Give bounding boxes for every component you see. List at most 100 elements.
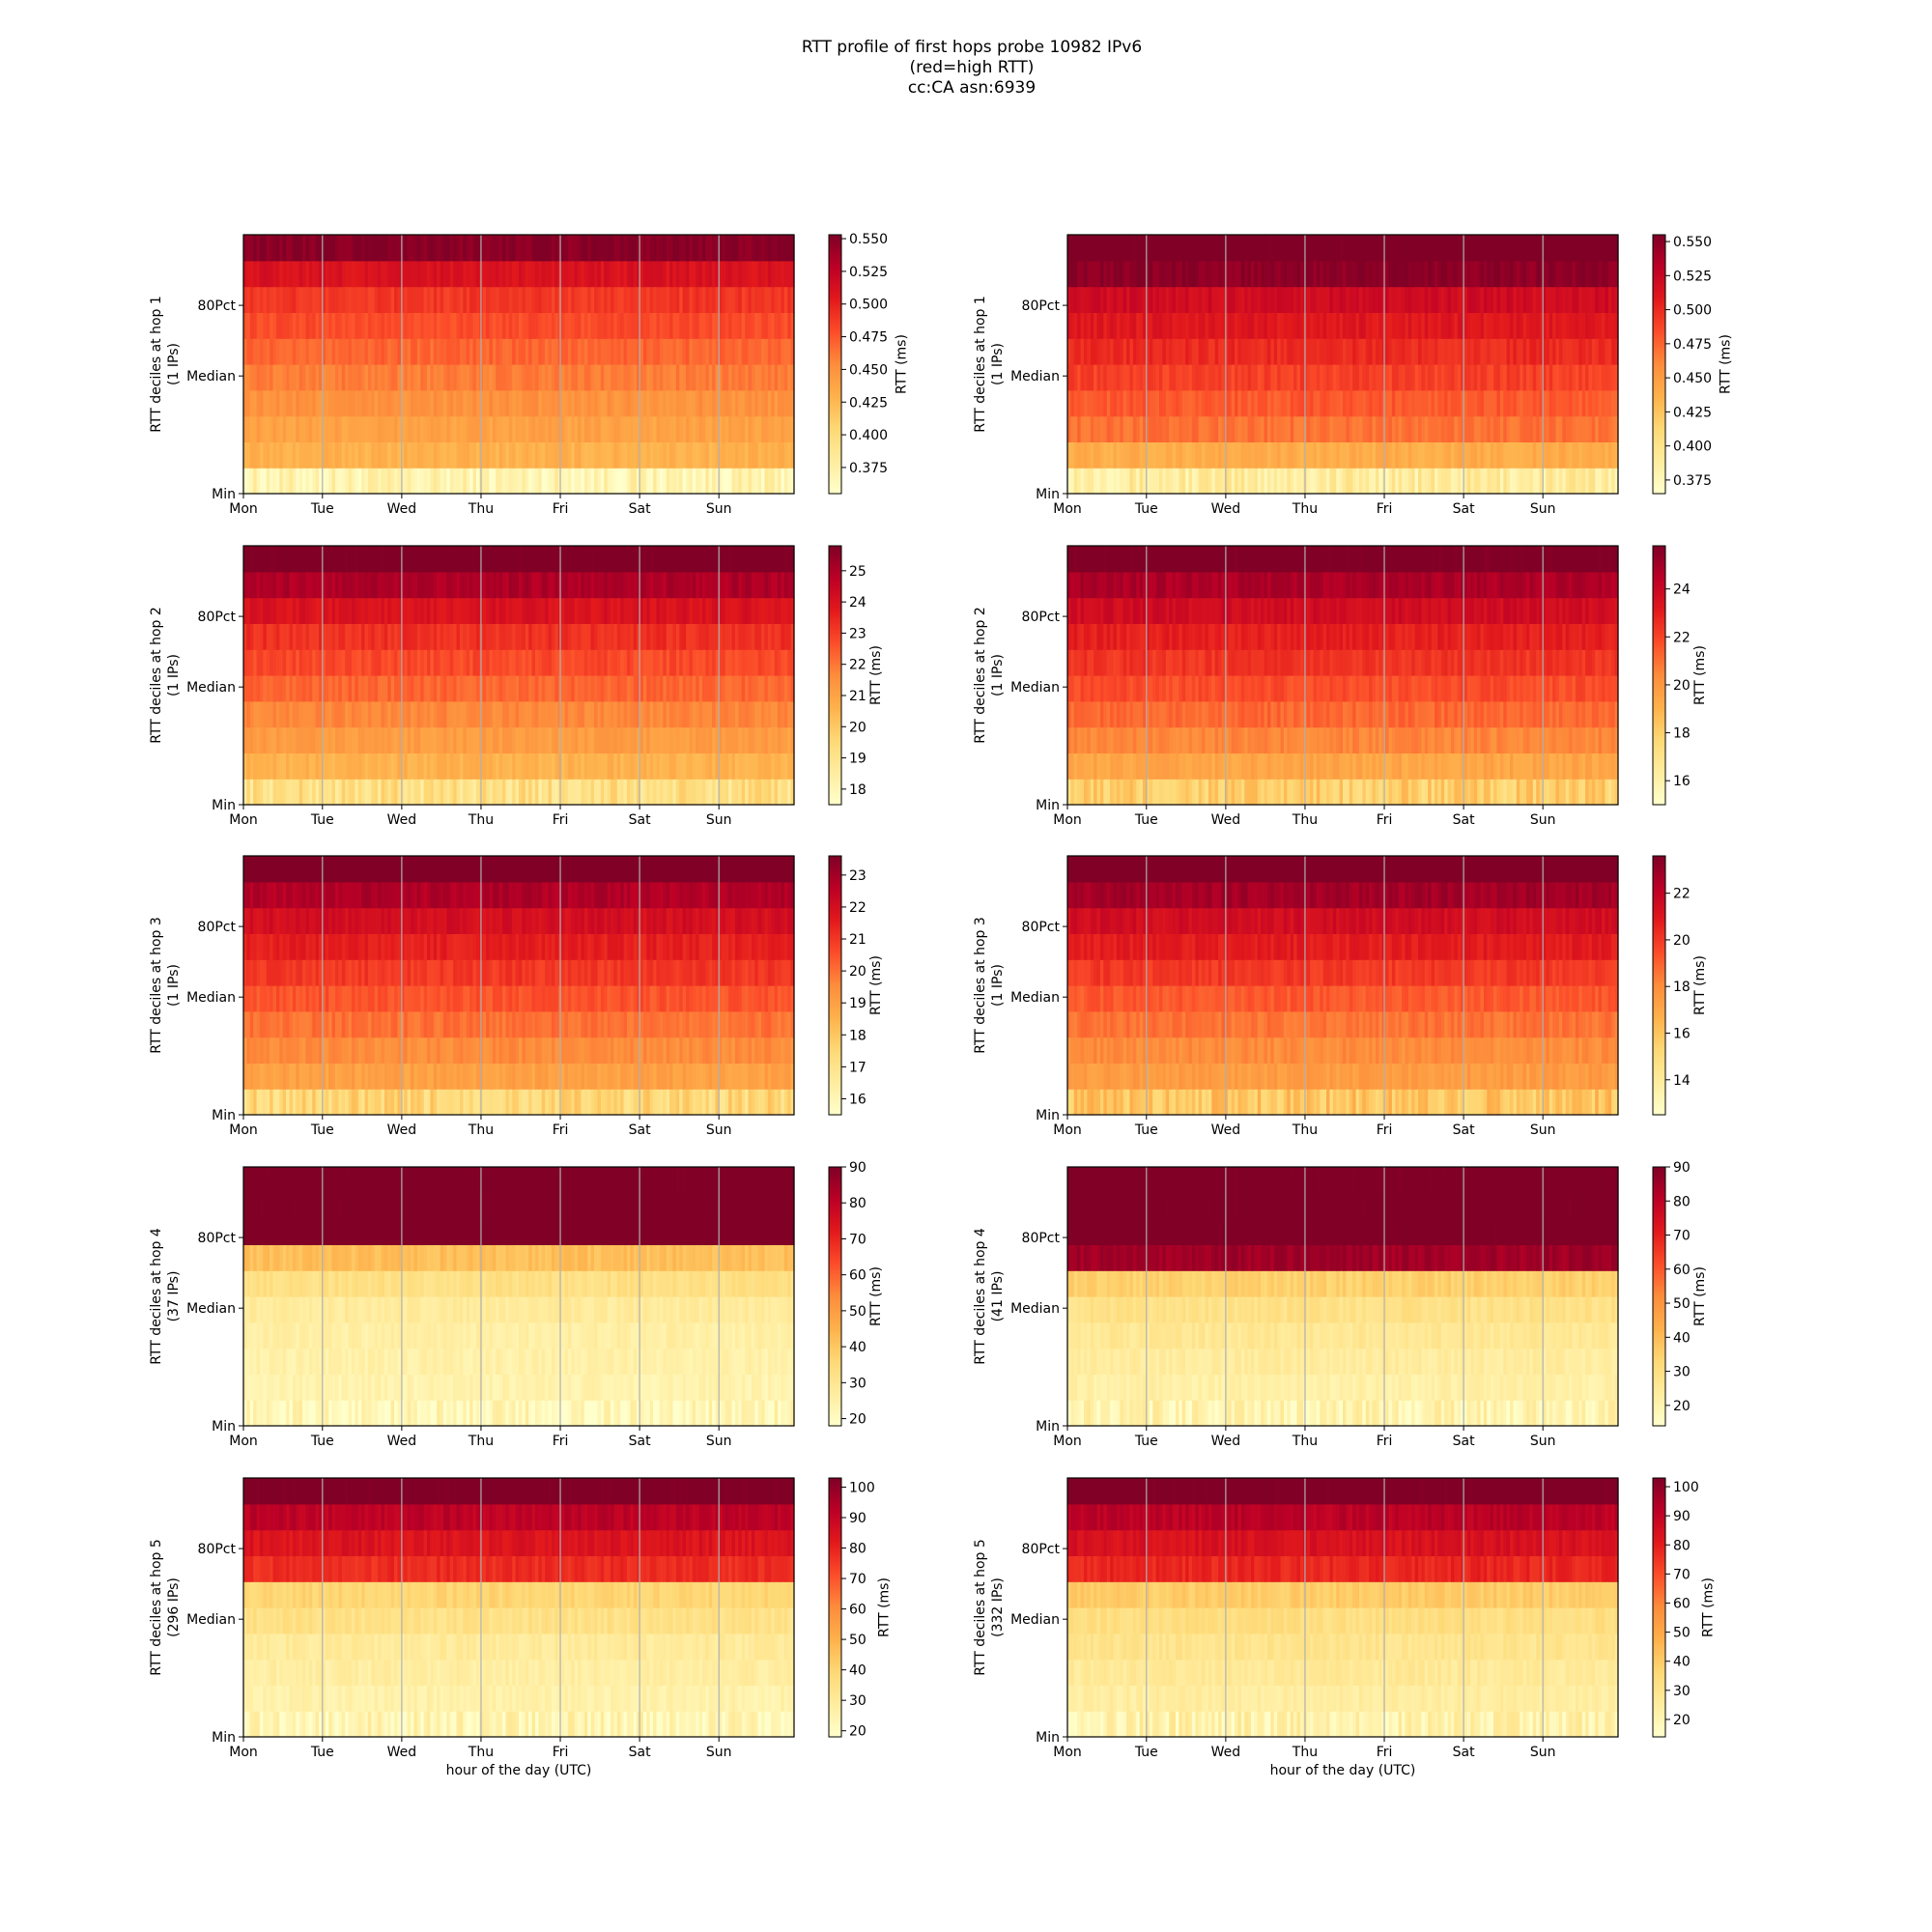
heatmap-cell — [371, 726, 376, 753]
heatmap-cell — [724, 338, 729, 365]
heatmap-cell — [600, 779, 605, 806]
heatmap-cell — [1149, 364, 1153, 391]
heatmap-cell — [469, 338, 474, 365]
heatmap-cell — [1235, 312, 1239, 339]
heatmap-cell — [708, 441, 713, 469]
heatmap-cell — [1188, 235, 1193, 262]
heatmap-cell — [312, 260, 317, 288]
heatmap-cell — [689, 235, 694, 262]
heatmap-cell — [1513, 286, 1518, 313]
heatmap-cell — [351, 364, 355, 391]
heatmap-cell — [1126, 364, 1131, 391]
heatmap-cell — [639, 726, 644, 753]
heatmap-cell — [1555, 364, 1560, 391]
heatmap-cell — [528, 389, 533, 417]
heatmap-cell — [1395, 468, 1400, 495]
heatmap-cell — [357, 338, 362, 365]
heatmap-cell — [361, 260, 366, 288]
heatmap-cell — [630, 441, 635, 469]
heatmap-cell — [639, 779, 644, 806]
heatmap-cell — [384, 597, 388, 624]
heatmap-cell — [718, 235, 723, 262]
heatmap-cell — [486, 389, 491, 417]
heatmap-cell — [440, 753, 444, 780]
heatmap-cell — [407, 286, 412, 313]
heatmap-cell — [286, 338, 291, 365]
heatmap-cell — [600, 312, 605, 339]
heatmap-cell — [1110, 286, 1115, 313]
heatmap-cell — [1346, 415, 1350, 442]
heatmap-cell — [712, 700, 717, 728]
heatmap-cell — [741, 726, 746, 753]
heatmap-cell — [1558, 389, 1563, 417]
heatmap-cell — [423, 675, 428, 702]
heatmap-cell — [522, 623, 526, 650]
heatmap-cell — [404, 468, 409, 495]
heatmap-cell — [705, 338, 710, 365]
heatmap-cell — [1454, 338, 1459, 365]
heatmap-cell — [1473, 441, 1478, 469]
heatmap-cell — [1132, 441, 1137, 469]
heatmap-cell — [469, 779, 474, 806]
heatmap-cell — [554, 649, 559, 676]
heatmap-cell — [469, 235, 474, 262]
heatmap-cell — [1264, 260, 1268, 288]
heatmap-cell — [633, 441, 638, 469]
heatmap-cell — [496, 700, 500, 728]
heatmap-cell — [404, 235, 409, 262]
heatmap-cell — [672, 649, 677, 676]
heatmap-cell — [761, 700, 766, 728]
heatmap-cell — [1224, 389, 1229, 417]
heatmap-cell — [623, 649, 628, 676]
heatmap-cell — [724, 286, 729, 313]
heatmap-cell — [1336, 468, 1341, 495]
heatmap-cell — [315, 468, 320, 495]
heatmap-cell — [1322, 364, 1327, 391]
heatmap-cell — [751, 753, 755, 780]
heatmap-cell — [649, 675, 654, 702]
heatmap-cell — [1591, 235, 1596, 262]
heatmap-cell — [696, 312, 700, 339]
heatmap-cell — [551, 700, 555, 728]
heatmap-cell — [538, 286, 543, 313]
heatmap-cell — [400, 338, 405, 365]
heatmap-cell — [574, 338, 579, 365]
heatmap-cell — [708, 623, 713, 650]
heatmap-cell — [1578, 286, 1583, 313]
heatmap-cell — [1457, 441, 1462, 469]
x-tick-label: Thu — [468, 501, 494, 517]
heatmap-cell — [741, 286, 746, 313]
heatmap-cell — [590, 286, 595, 313]
heatmap-cell — [469, 753, 474, 780]
heatmap-cell — [571, 649, 576, 676]
heatmap-cell — [416, 312, 421, 339]
heatmap-cell — [463, 649, 468, 676]
heatmap-cell — [512, 364, 517, 391]
colorbar-segment — [1653, 355, 1665, 358]
colorbar-segment — [829, 241, 841, 244]
heatmap-cell — [1595, 338, 1600, 365]
heatmap-cell — [731, 623, 736, 650]
heatmap-cell — [1296, 364, 1301, 391]
heatmap-cell — [538, 649, 543, 676]
heatmap-cell — [1572, 286, 1577, 313]
heatmap-cell — [374, 597, 379, 624]
heatmap-cell — [1224, 312, 1229, 339]
heatmap-cell — [669, 286, 674, 313]
heatmap-cell — [561, 338, 566, 365]
heatmap-cell — [1120, 260, 1124, 288]
heatmap-cell — [787, 312, 792, 339]
heatmap-cell — [1548, 338, 1553, 365]
heatmap-cell — [1424, 415, 1429, 442]
heatmap-cell — [620, 675, 625, 702]
heatmap-cell — [1365, 260, 1370, 288]
y-axis-sublabel: (1 IPs) — [990, 343, 1006, 385]
heatmap-cell — [541, 649, 546, 676]
heatmap-cell — [1595, 415, 1600, 442]
heatmap-cell — [731, 779, 736, 806]
colorbar-segment — [1653, 270, 1665, 274]
colorbar-segment — [829, 437, 841, 440]
heatmap-cell — [512, 675, 517, 702]
heatmap-cell — [581, 415, 585, 442]
heatmap-cell — [1529, 441, 1534, 469]
